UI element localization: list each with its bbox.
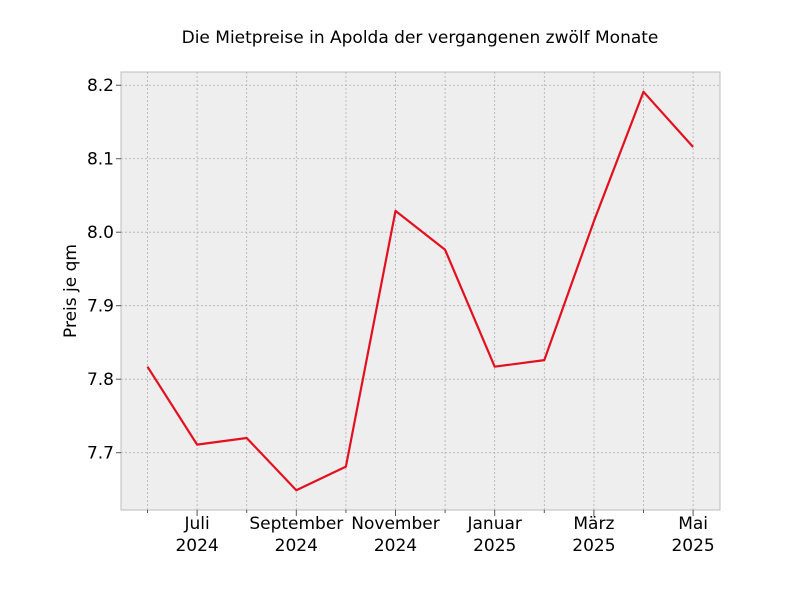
x-tick-month: März	[573, 514, 614, 534]
y-tick-label: 7.9	[87, 297, 114, 317]
x-tick-year: 2024	[374, 536, 417, 556]
x-tick-label: September 2024	[249, 514, 343, 556]
x-tick-month: Januar	[467, 514, 522, 534]
y-tick-label: 7.7	[87, 444, 114, 464]
grid-lines	[116, 72, 720, 516]
x-tick-month: Mai	[678, 514, 708, 534]
x-tick-year: 2024	[175, 536, 218, 556]
x-tick-label: November 2024	[351, 514, 439, 556]
y-tick-label: 8.2	[87, 76, 114, 96]
y-tick-label: 8.1	[87, 150, 114, 170]
x-tick-month: Juli	[183, 514, 209, 534]
x-tick-month: September	[249, 514, 343, 534]
x-tick-year: 2024	[275, 536, 318, 556]
x-tick-year: 2025	[671, 536, 714, 556]
x-tick-label: März 2025	[572, 514, 615, 556]
plot-area	[120, 71, 721, 511]
series-line	[146, 90, 694, 492]
series-layer	[146, 90, 694, 492]
x-tick-year: 2025	[473, 536, 516, 556]
y-tick-label: 7.8	[87, 370, 114, 390]
x-tick-label: Juli 2024	[175, 514, 218, 556]
x-tick-year: 2025	[572, 536, 615, 556]
x-tick-month: November	[351, 514, 439, 534]
chart-title: Die Mietpreise in Apolda der vergangenen…	[182, 28, 659, 48]
x-tick-label: Januar 2025	[467, 514, 522, 556]
x-tick-label: Mai 2025	[671, 514, 714, 556]
y-tick-label: 8.0	[87, 223, 114, 243]
y-axis-label: Preis je qm	[61, 244, 81, 338]
